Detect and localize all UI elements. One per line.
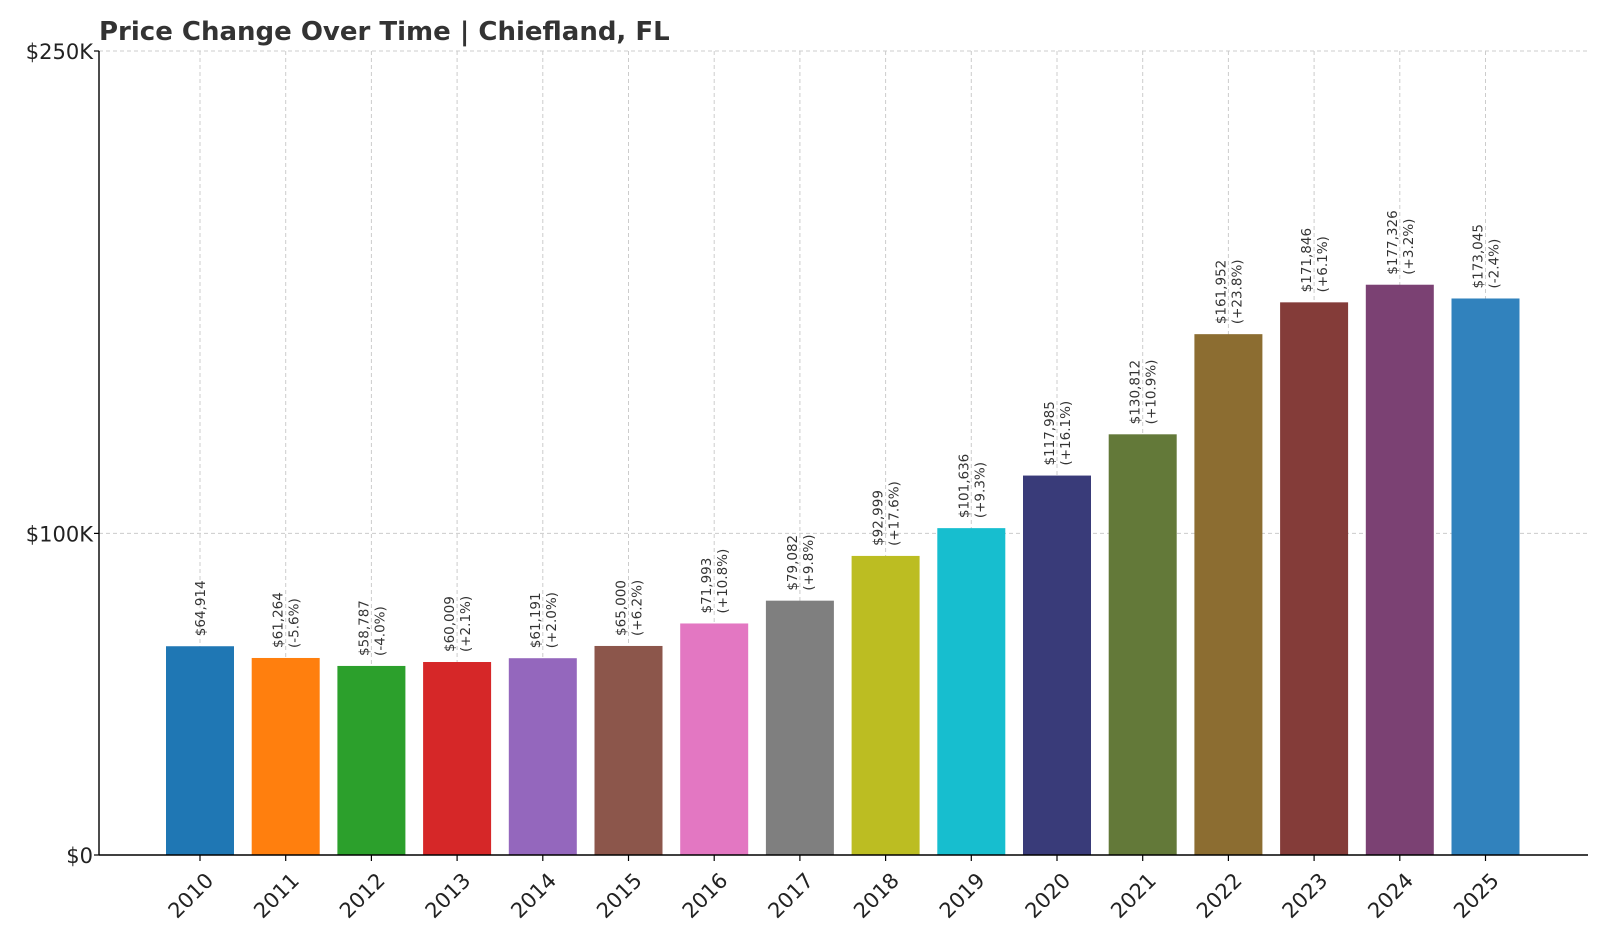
x-tick-label: 2017 [763,868,818,923]
data-labels: $64,914 $61,264 (-5.6%) $58,787 (-4.0%) $60,0… [193,210,1503,656]
x-tick-label: 2011 [249,868,304,923]
bar-value-label: $92,999 [871,490,887,546]
bar [937,528,1006,855]
bar-value-label: $101,636 [956,454,972,518]
x-tick-label: 2022 [1192,868,1247,923]
bar-change-label: (+23.8%) [1229,259,1245,324]
bar-value-label: $61,191 [528,592,544,648]
bar [765,600,834,855]
bar [166,646,234,855]
bar-value-label: $130,812 [1128,360,1144,424]
bar-change-label: (+9.8%) [801,535,817,591]
bar-change-label: (+9.3%) [972,462,988,518]
bar-value-label: $79,082 [785,535,801,591]
bar [594,645,663,855]
bar-value-label: $71,993 [699,558,715,614]
x-tick-labels: 2010 2011 2012 2013 2014 2015 2016 2017 2018 2019… [164,868,1504,923]
axes [94,50,1588,861]
bar [251,657,320,855]
bar [1108,434,1177,855]
bar [680,623,749,855]
x-tick-label: 2019 [935,868,990,923]
x-tick-label: 2018 [849,868,904,923]
x-tick-label: 2013 [421,868,476,923]
bar [1194,334,1263,855]
bar-change-label: (+2.1%) [458,596,474,652]
bar-value-label: $61,264 [271,592,287,648]
bar [1451,298,1520,855]
bar [1280,302,1349,855]
y-tick-labels: $0 $100K $250K [26,40,94,868]
bar-change-label: (-4.0%) [372,606,388,656]
bar-change-label: (+10.9%) [1144,360,1160,425]
x-tick-label: 2012 [335,868,390,923]
bar-change-label: (+2.0%) [544,592,560,648]
bar-change-label: (+3.2%) [1401,219,1417,275]
bar [337,665,406,855]
y-tick-label: $0 [66,844,93,868]
grid-lines [99,50,1588,855]
x-tick-label: 2023 [1278,868,1333,923]
bar-change-label: (+6.2%) [630,580,646,636]
bar-value-label: $173,045 [1471,224,1487,288]
bar-change-label: (+16.1%) [1058,401,1074,466]
bar-value-label: $65,000 [614,580,630,636]
x-tick-label: 2014 [506,868,561,923]
x-tick-label: 2020 [1021,868,1076,923]
bar-value-label: $171,846 [1299,228,1315,292]
bar [851,555,920,855]
x-tick-label: 2016 [678,868,733,923]
x-tick-label: 2015 [592,868,647,923]
bar-change-label: (+17.6%) [887,481,903,546]
bar-value-label: $161,952 [1213,260,1229,324]
bar-change-label: (+6.1%) [1315,236,1331,292]
bar-value-label: $177,326 [1385,210,1401,274]
bar-value-label: $58,787 [356,600,372,656]
bar [1023,475,1091,855]
bar-change-label: (-2.4%) [1487,239,1503,289]
x-tick-label: 2025 [1449,868,1504,923]
chart-title: Price Change Over Time | Chiefland, FL [99,17,670,47]
y-tick-label: $100K [26,522,94,546]
bar-value-label: $64,914 [193,580,209,636]
x-tick-label: 2024 [1363,868,1418,923]
bar [508,658,577,855]
x-tick-label: 2021 [1106,868,1161,923]
bar [1365,284,1434,855]
bar-value-label: $117,985 [1042,401,1058,465]
x-tick-label: 2010 [164,868,219,923]
bar [423,662,492,855]
bar-change-label: (-5.6%) [287,598,303,648]
bar-value-label: $60,009 [442,596,458,652]
bars [166,284,1520,855]
y-tick-label: $250K [26,40,94,64]
bar-change-label: (+10.8%) [715,549,731,614]
